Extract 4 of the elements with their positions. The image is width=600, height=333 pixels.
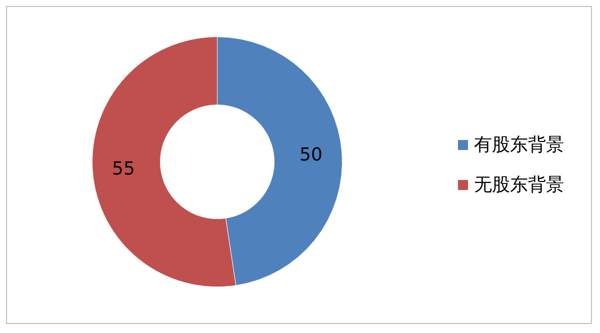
legend-label: 无股东背景 bbox=[474, 174, 564, 196]
legend-label: 有股东背景 bbox=[474, 134, 564, 156]
data-label: 55 bbox=[112, 158, 135, 180]
data-label: 50 bbox=[300, 144, 322, 166]
